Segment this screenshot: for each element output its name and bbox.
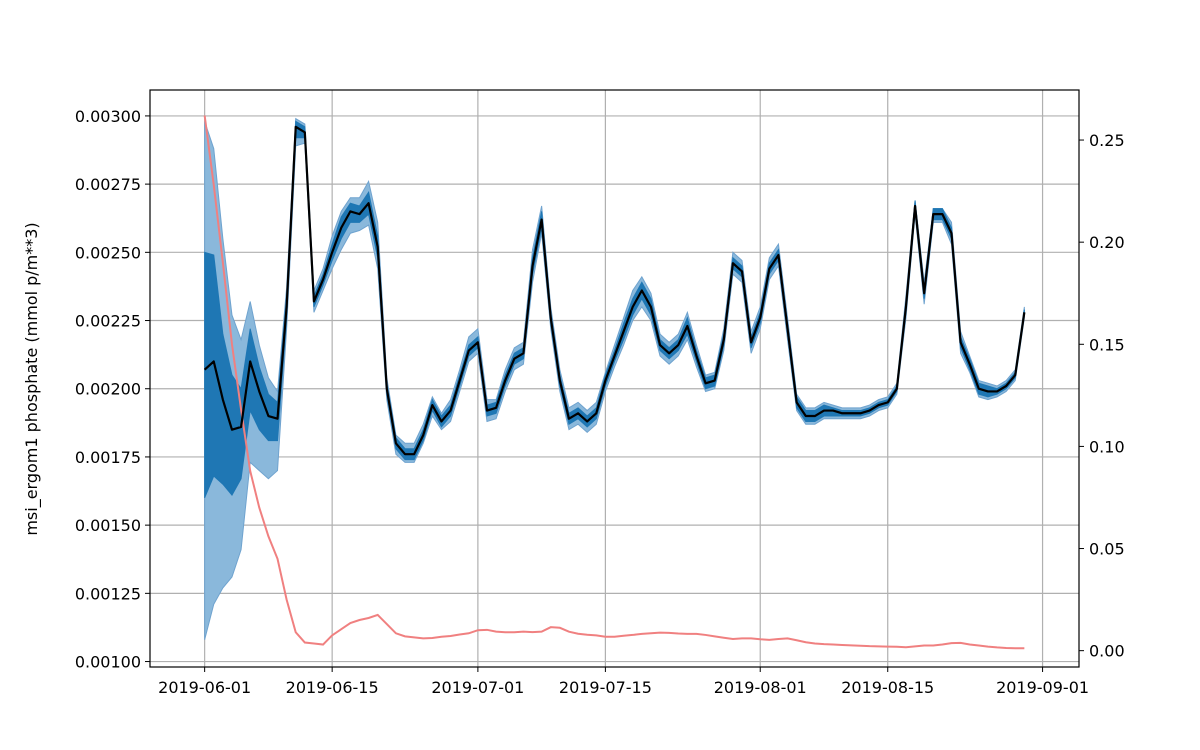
y2-tick-label: 0.25 — [1089, 131, 1125, 150]
y-axis-label: msi_ergom1 phosphate (mmol p/m**3) — [22, 222, 42, 535]
y-tick-label: 0.00225 — [75, 312, 141, 331]
inner-band — [204, 120, 1025, 499]
y-tick-label: 0.00150 — [75, 516, 141, 535]
x-tick-label: 2019-09-01 — [996, 678, 1089, 697]
y-tick-label: 0.00300 — [75, 107, 141, 126]
y2-tick-label: 0.00 — [1089, 642, 1125, 661]
x-tick-label: 2019-06-01 — [158, 678, 251, 697]
x-tick-label: 2019-06-15 — [286, 678, 379, 697]
x-tick-label: 2019-08-01 — [714, 678, 807, 697]
y-tick-label: 0.00175 — [75, 448, 141, 467]
mean-line — [203, 125, 1026, 456]
grid — [150, 90, 1079, 667]
y2-tick-label: 0.05 — [1089, 540, 1125, 559]
lines — [203, 115, 1026, 650]
y-tick-label: 0.00200 — [75, 380, 141, 399]
y-tick-label: 0.00125 — [75, 584, 141, 603]
y-tick-label: 0.00100 — [75, 653, 141, 672]
bands — [204, 117, 1025, 640]
ticks: 2019-06-01 2019-06-15 2019-07-01 2019-07-15… — [75, 107, 1125, 697]
x-tick-label: 2019-07-01 — [431, 678, 524, 697]
x-tick-label: 2019-07-15 — [559, 678, 652, 697]
plot-frame — [149, 89, 1080, 668]
y-tick-label: 0.00250 — [75, 243, 141, 262]
y2-tick-label: 0.15 — [1089, 335, 1125, 354]
x-tick-label: 2019-08-15 — [841, 678, 934, 697]
y2-tick-label: 0.20 — [1089, 233, 1125, 252]
y-tick-label: 0.00275 — [75, 175, 141, 194]
secondary-series-line — [203, 115, 1025, 650]
y2-tick-label: 0.10 — [1089, 437, 1125, 456]
outer-band — [204, 117, 1025, 640]
